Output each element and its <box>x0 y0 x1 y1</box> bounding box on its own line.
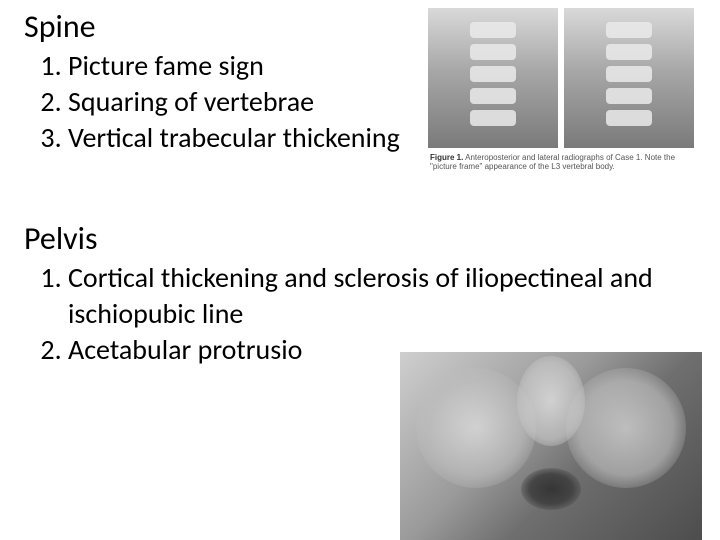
figure-caption: Figure 1. Anteroposterior and lateral ra… <box>430 153 694 172</box>
figure-caption-text: Anteroposterior and lateral radiographs … <box>430 153 675 172</box>
sacrum-icon <box>517 356 585 446</box>
obturator-foramen-icon <box>521 468 581 510</box>
heading-pelvis: Pelvis <box>24 220 702 258</box>
section-pelvis: Pelvis Cortical thickening and sclerosis… <box>24 220 702 368</box>
list-item: Cortical thickening and sclerosis of ili… <box>68 260 702 332</box>
slide: Spine Picture fame sign Squaring of vert… <box>0 0 720 540</box>
figure-label: Figure 1. <box>430 153 463 162</box>
figure-spine-radiograph: Figure 1. Anteroposterior and lateral ra… <box>424 4 700 176</box>
ilium-right-icon <box>566 368 686 488</box>
radiograph-lateral-view <box>564 8 694 148</box>
radiograph-ap-view <box>428 8 558 148</box>
figure-pelvis-radiograph <box>400 352 702 540</box>
